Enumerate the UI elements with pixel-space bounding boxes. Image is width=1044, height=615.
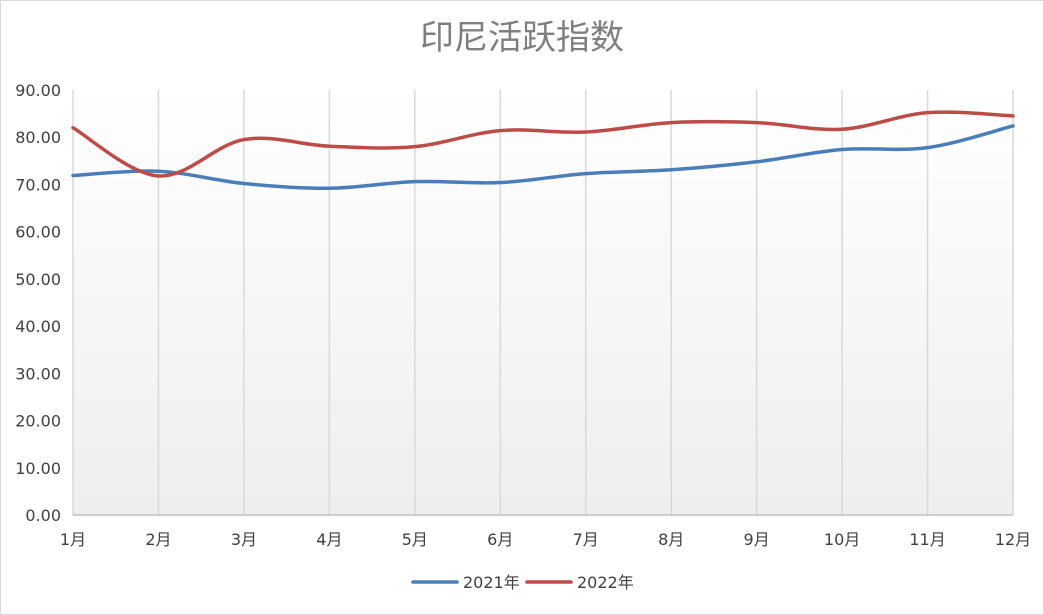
plot-area: [73, 90, 1013, 515]
y-tick-label: 0.00: [25, 506, 61, 525]
y-tick-label: 80.00: [15, 128, 61, 147]
legend-label: 2022年: [577, 573, 634, 592]
y-tick-label: 50.00: [15, 270, 61, 289]
legend-item: 2021年: [411, 573, 520, 592]
x-tick-label: 1月: [60, 530, 86, 549]
y-tick-label: 40.00: [15, 317, 61, 336]
x-tick-label: 4月: [316, 530, 342, 549]
y-tick-label: 70.00: [15, 175, 61, 194]
x-tick-label: 2月: [145, 530, 171, 549]
y-tick-label: 90.00: [15, 81, 61, 100]
x-tick-label: 10月: [824, 530, 860, 549]
y-tick-label: 10.00: [15, 459, 61, 478]
series-line-1: [71, 124, 1015, 190]
series-line-2: [71, 110, 1015, 178]
x-tick-label: 3月: [231, 530, 257, 549]
x-tick-label: 9月: [744, 530, 770, 549]
y-tick-label: 20.00: [15, 412, 61, 431]
legend-label: 2021年: [463, 573, 520, 592]
y-tick-label: 30.00: [15, 364, 61, 383]
x-tick-label: 12月: [995, 530, 1031, 549]
x-tick-label: 6月: [487, 530, 513, 549]
legend-item: 2022年: [525, 573, 634, 592]
x-tick-label: 11月: [909, 530, 945, 549]
x-tick-label: 8月: [658, 530, 684, 549]
x-tick-label: 7月: [573, 530, 599, 549]
x-tick-label: 5月: [402, 530, 428, 549]
chart-title: 印尼活跃指数: [420, 18, 624, 58]
y-tick-label: 60.00: [15, 223, 61, 242]
